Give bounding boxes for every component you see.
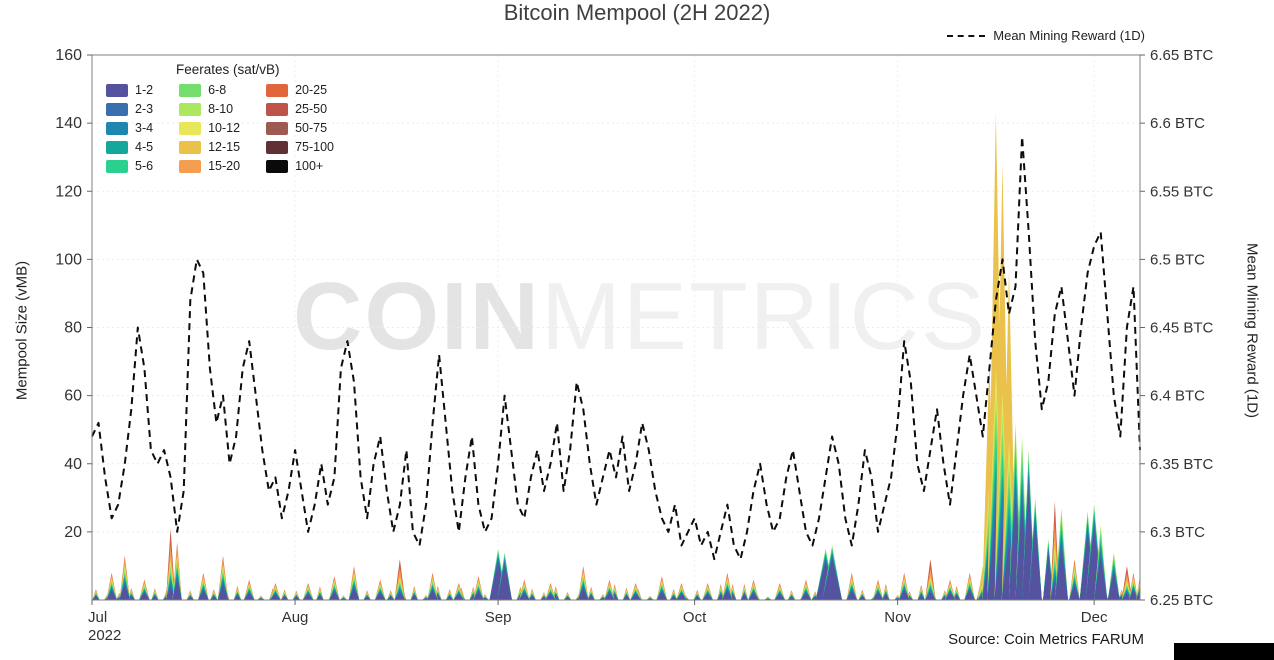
line-legend-label: Mean Mining Reward (1D) (993, 28, 1145, 43)
feerate-legend: Feerates (sat/vB) 1-2 2-3 3-4 4-5 5-6 6-8 8-10… (106, 62, 334, 173)
legend-item-label: 10-12 (208, 121, 241, 135)
tick-label: 6.25 BTC (1150, 592, 1214, 609)
legend-item-label: 6-8 (208, 83, 227, 97)
legend-item: 12-15 (179, 140, 240, 154)
legend-item: 50-75 (266, 121, 334, 135)
tick-label: Dec (1081, 609, 1108, 626)
legend-swatch-icon (266, 102, 289, 116)
legend-swatch-icon (106, 159, 128, 173)
legend-swatch-icon (266, 83, 289, 97)
tick-label: 6.55 BTC (1150, 183, 1214, 200)
tick-label: 6.3 BTC (1150, 524, 1205, 541)
tick-label: 140 (55, 115, 82, 132)
legend-item-label: 100+ (295, 159, 324, 173)
right-axis-label: Mean Mining Reward (1D) (1243, 242, 1261, 419)
legend-item: 6-8 (179, 83, 240, 97)
tick-label: 6.65 BTC (1150, 47, 1214, 64)
legend-item: 3-4 (106, 121, 153, 135)
tick-label: 6.35 BTC (1150, 456, 1214, 473)
legend-swatch-icon (179, 83, 202, 97)
tick-label: 40 (64, 456, 82, 473)
legend-item: 75-100 (266, 140, 334, 154)
legend-item-label: 2-3 (135, 102, 154, 116)
legend-item-label: 25-50 (295, 102, 328, 116)
legend-item-label: 12-15 (208, 140, 241, 154)
tick-label: 80 (64, 320, 82, 337)
legend-swatch-icon (106, 102, 128, 116)
axis-tick-labels: 20 40 60 80 100 120 140 160 6.25 BTC 6.3 BTC 6.35 … (55, 47, 1213, 644)
mining-reward-line (91, 135, 1141, 561)
stacked-area-spikes (92, 112, 1140, 600)
legend-swatch-icon (266, 159, 289, 173)
legend-swatch-icon (179, 159, 202, 173)
legend-item-label: 75-100 (295, 140, 334, 154)
tick-label: 100 (55, 251, 82, 268)
legend-item-label: 50-75 (295, 121, 328, 135)
tick-label: Oct (683, 609, 707, 626)
legend-swatch-icon (106, 83, 128, 97)
line-legend: Mean Mining Reward (1D) (947, 28, 1145, 43)
tick-label: Sep (485, 609, 512, 626)
tick-label: 6.45 BTC (1150, 320, 1214, 337)
legend-item: 10-12 (179, 121, 240, 135)
tick-label: 6.5 BTC (1150, 251, 1205, 268)
legend-item-label: 20-25 (295, 83, 328, 97)
tick-label: 20 (64, 524, 82, 541)
watermark-metrics: METRICS (541, 263, 987, 370)
legend-item-label: 8-10 (208, 102, 234, 116)
tick-label: 6.4 BTC (1150, 388, 1205, 405)
legend-item: 2-3 (106, 102, 153, 116)
tick-label: Jul (88, 609, 107, 626)
tick-label: Aug (282, 609, 309, 626)
source-credit: Source: Coin Metrics FARUM (948, 631, 1144, 648)
legend-swatch-icon (106, 140, 128, 154)
tick-label: 2022 (88, 627, 121, 644)
legend-item-label: 1-2 (135, 83, 154, 97)
legend-item: 25-50 (266, 102, 334, 116)
dashed-line-sample-icon (947, 34, 986, 37)
legend-item: 8-10 (179, 102, 240, 116)
tick-label: 160 (55, 47, 82, 64)
feerate-legend-title: Feerates (sat/vB) (176, 62, 280, 77)
feerate-legend-grid: 1-2 2-3 3-4 4-5 5-6 6-8 8-10 10-12 12-15 15-20 20-… (106, 83, 334, 173)
legend-swatch-icon (266, 121, 289, 135)
axes (87, 54, 1145, 605)
legend-swatch-icon (106, 121, 128, 135)
left-axis-label: Mempool Size (vMB) (13, 260, 31, 401)
farum-logo-block (1174, 643, 1274, 660)
legend-swatch-icon (266, 140, 289, 154)
tick-label: 6.6 BTC (1150, 115, 1205, 132)
tick-label: 60 (64, 388, 82, 405)
legend-item-label: 4-5 (135, 140, 154, 154)
legend-item-label: 5-6 (135, 159, 154, 173)
legend-item-label: 3-4 (135, 121, 154, 135)
legend-swatch-icon (179, 140, 202, 154)
tick-label: 120 (55, 183, 82, 200)
legend-item: 4-5 (106, 140, 153, 154)
legend-item: 1-2 (106, 83, 153, 97)
legend-item: 15-20 (179, 159, 240, 173)
legend-item: 20-25 (266, 83, 334, 97)
tick-label: Nov (884, 609, 911, 626)
legend-swatch-icon (179, 102, 202, 116)
legend-item: 100+ (266, 159, 334, 173)
legend-item-label: 15-20 (208, 159, 241, 173)
legend-swatch-icon (179, 121, 202, 135)
legend-item: 5-6 (106, 159, 153, 173)
chart-title: Bitcoin Mempool (2H 2022) (503, 0, 771, 25)
